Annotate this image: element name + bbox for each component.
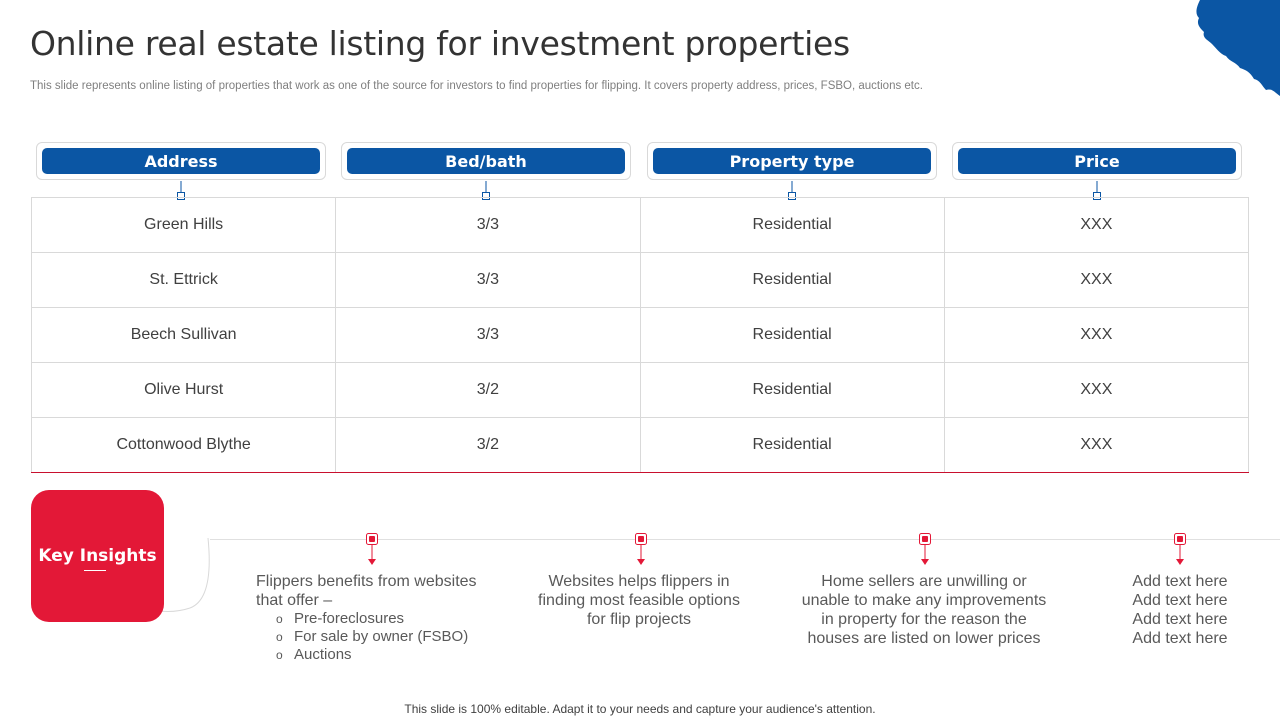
property-type-cell: Residential	[639, 197, 945, 253]
bullet-circle-icon: o	[276, 612, 283, 626]
pin-marker-icon	[635, 533, 647, 565]
property-type-cell: Residential	[639, 417, 945, 473]
price-cell: XXX	[943, 252, 1250, 308]
connector-line	[485, 181, 487, 193]
address-cell: Beech Sullivan	[30, 307, 337, 363]
list-item: o Auctions	[276, 646, 352, 663]
insight-1: Flippers benefits from websites that off…	[256, 572, 496, 664]
list-item: o For sale by owner (FSBO)	[276, 628, 469, 645]
price-cell: XXX	[943, 307, 1250, 363]
table-row: Cottonwood Blythe 3/2 Residential XXX	[30, 417, 1250, 473]
table-row: Green Hills 3/3 Residential XXX	[30, 197, 1250, 253]
address-cell: Olive Hurst	[30, 362, 337, 418]
insight-1-list: o Pre-foreclosures o For sale by owner (FS…	[256, 610, 496, 664]
bed-bath-cell: 3/2	[335, 417, 641, 473]
insight-4-line: Add text here	[1132, 573, 1228, 590]
price-cell: XXX	[943, 417, 1250, 473]
header-address-label: Address	[42, 148, 320, 174]
connector-line	[180, 181, 182, 193]
connector-line	[1096, 181, 1098, 193]
bed-bath-cell: 3/3	[335, 197, 641, 253]
header-price-label: Price	[958, 148, 1236, 174]
map-decoration	[1196, 0, 1280, 96]
insight-3: Home sellers are unwilling or unable to …	[801, 573, 1047, 647]
table-row: Beech Sullivan 3/3 Residential XXX	[30, 307, 1250, 363]
bullet-circle-icon: o	[276, 648, 283, 662]
table-row: Olive Hurst 3/2 Residential XXX	[30, 362, 1250, 418]
connector-line	[791, 181, 793, 193]
insight-4-line: Add text here	[1132, 611, 1228, 628]
property-type-cell: Residential	[639, 362, 945, 418]
bed-bath-cell: 3/3	[335, 307, 641, 363]
bed-bath-cell: 3/2	[335, 362, 641, 418]
list-item: o Pre-foreclosures	[276, 610, 405, 627]
page-title: Online real estate listing for investmen…	[30, 24, 850, 63]
price-cell: XXX	[943, 197, 1250, 253]
header-price: Price	[952, 142, 1242, 200]
property-type-cell: Residential	[639, 307, 945, 363]
address-cell: Cottonwood Blythe	[30, 417, 337, 473]
insight-4-line: Add text here	[1132, 592, 1228, 609]
insight-2: Websites helps flippers in finding most …	[538, 573, 740, 628]
key-insights-underline	[84, 570, 106, 571]
header-property-type: Property type	[647, 142, 937, 200]
pin-marker-icon	[1174, 533, 1186, 565]
insight-4-line: Add text here	[1132, 630, 1228, 647]
insight-4: Add text here Add text here Add text her…	[1110, 572, 1250, 648]
header-property-type-label: Property type	[653, 148, 931, 174]
pin-marker-icon	[366, 533, 378, 565]
price-cell: XXX	[943, 362, 1250, 418]
key-insights-badge: Key Insights	[31, 490, 164, 622]
header-address: Address	[36, 142, 326, 200]
table-row: St. Ettrick 3/3 Residential XXX	[30, 252, 1250, 308]
address-cell: St. Ettrick	[30, 252, 337, 308]
footer-note: This slide is 100% editable. Adapt it to…	[404, 702, 876, 716]
listing-table: Green Hills 3/3 Residential XXX St. Ettr…	[30, 197, 1250, 473]
page-subtitle: This slide represents online listing of …	[30, 80, 923, 92]
insights-divider	[210, 539, 1280, 540]
pin-marker-icon	[919, 533, 931, 565]
address-cell: Green Hills	[30, 197, 337, 253]
bed-bath-cell: 3/3	[335, 252, 641, 308]
bullet-circle-icon: o	[276, 630, 283, 644]
key-insights-label: Key Insights	[38, 546, 157, 566]
insight-1-text: Flippers benefits from websites that off…	[256, 573, 477, 609]
property-type-cell: Residential	[639, 252, 945, 308]
header-bed-bath: Bed/bath	[341, 142, 631, 200]
header-bed-bath-label: Bed/bath	[347, 148, 625, 174]
